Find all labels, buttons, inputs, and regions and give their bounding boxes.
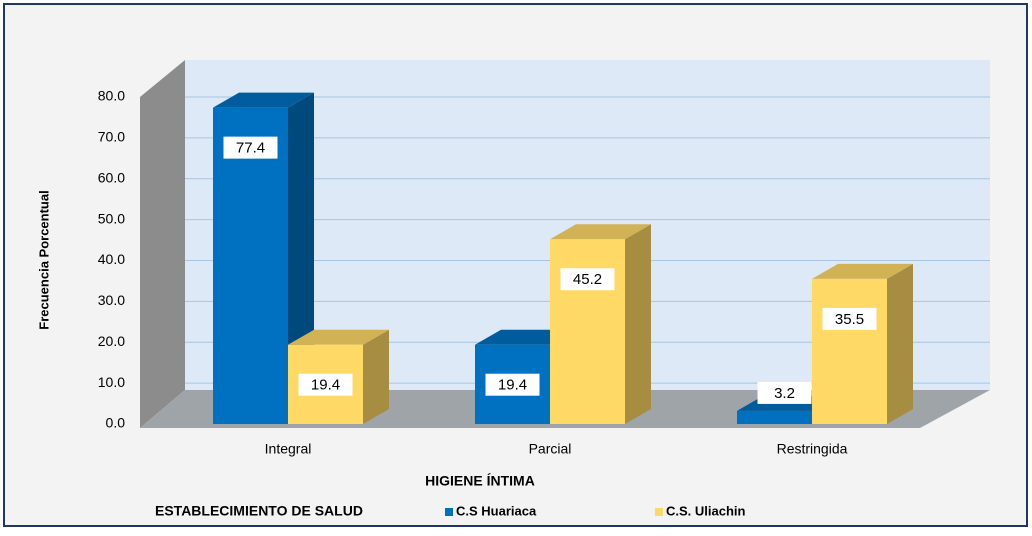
legend-label: C.S Huariaca	[456, 503, 537, 518]
y-axis-label: Frecuencia Porcentual	[36, 190, 51, 329]
data-label: 35.5	[835, 311, 864, 328]
bar	[550, 224, 651, 424]
x-tick-label: Restringida	[777, 441, 848, 457]
side-wall	[140, 60, 185, 428]
bar-front	[812, 278, 887, 424]
bar-front	[550, 239, 625, 424]
y-tick-label: 60.0	[98, 169, 125, 185]
y-tick-label: 0.0	[106, 415, 126, 431]
y-tick-label: 30.0	[98, 292, 125, 308]
y-tick-label: 50.0	[98, 210, 125, 226]
x-tick-label: Integral	[265, 441, 312, 457]
bar-top	[213, 92, 314, 108]
legend-label: C.S. Uliachin	[666, 503, 746, 518]
bar-side	[625, 224, 651, 424]
x-tick-label: Parcial	[529, 441, 572, 457]
bar-top	[812, 263, 913, 279]
bar-front	[737, 410, 812, 424]
y-tick-label: 20.0	[98, 333, 125, 349]
y-tick-label: 80.0	[98, 88, 125, 104]
legend-title: ESTABLECIMIENTO DE SALUD	[155, 503, 363, 519]
x-axis-label: HIGIENE ÍNTIMA	[425, 473, 535, 489]
data-label: 19.4	[498, 377, 527, 394]
bar-front	[213, 107, 288, 424]
y-tick-label: 10.0	[98, 374, 125, 390]
y-tick-label: 70.0	[98, 129, 125, 145]
bar-top	[288, 329, 389, 345]
legend-swatch	[655, 508, 663, 516]
data-label-box	[223, 136, 278, 159]
data-label: 19.4	[311, 377, 340, 394]
data-label-box	[822, 307, 877, 330]
data-label: 3.2	[774, 385, 795, 402]
y-tick-label: 40.0	[98, 251, 125, 267]
data-label-box	[485, 373, 540, 396]
data-label: 77.4	[236, 140, 265, 157]
bar-side	[887, 263, 913, 424]
bar-top	[550, 224, 651, 240]
data-label-box	[757, 381, 812, 404]
data-label: 45.2	[573, 271, 602, 288]
bar-side	[363, 329, 389, 424]
bar	[812, 263, 913, 424]
bar	[213, 92, 314, 424]
legend-swatch	[445, 508, 453, 516]
data-label-box	[560, 268, 615, 291]
data-label-box	[298, 373, 353, 396]
